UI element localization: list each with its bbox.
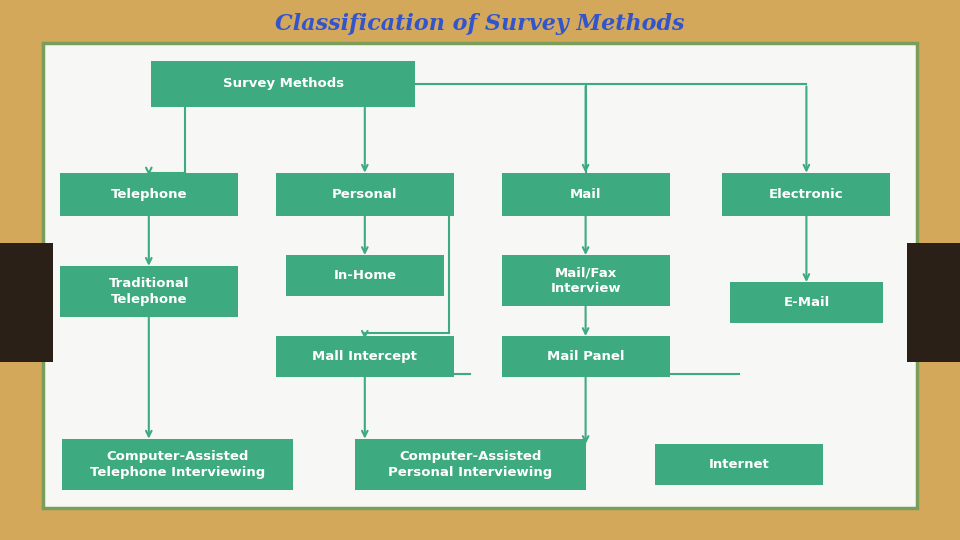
Text: E-Mail: E-Mail [783,296,829,309]
Text: Survey Methods: Survey Methods [223,77,344,90]
FancyBboxPatch shape [62,438,293,490]
FancyBboxPatch shape [907,243,960,362]
FancyBboxPatch shape [501,336,670,377]
Text: Personal: Personal [332,188,397,201]
FancyBboxPatch shape [151,60,415,106]
FancyBboxPatch shape [730,282,883,322]
Text: Mall Intercept: Mall Intercept [312,350,418,363]
Text: Telephone: Telephone [110,188,187,201]
FancyBboxPatch shape [43,43,917,508]
FancyBboxPatch shape [60,266,238,317]
Text: Mail Panel: Mail Panel [547,350,624,363]
FancyBboxPatch shape [276,336,453,377]
FancyBboxPatch shape [501,255,670,306]
FancyBboxPatch shape [501,173,670,216]
Text: Mail: Mail [570,188,601,201]
FancyBboxPatch shape [276,173,453,216]
Text: Classification of Survey Methods: Classification of Survey Methods [276,14,684,35]
Text: Traditional
Telephone: Traditional Telephone [108,277,189,306]
Text: Computer-Assisted
Personal Interviewing: Computer-Assisted Personal Interviewing [388,450,553,479]
Text: Computer-Assisted
Telephone Interviewing: Computer-Assisted Telephone Interviewing [90,450,265,479]
Text: Mail/Fax
Interview: Mail/Fax Interview [550,266,621,295]
Text: In-Home: In-Home [333,269,396,282]
FancyBboxPatch shape [722,173,891,216]
FancyBboxPatch shape [0,243,53,362]
Text: Electronic: Electronic [769,188,844,201]
FancyBboxPatch shape [355,438,586,490]
FancyBboxPatch shape [655,444,824,485]
FancyBboxPatch shape [60,173,238,216]
Text: Internet: Internet [708,458,770,471]
FancyBboxPatch shape [286,255,444,296]
